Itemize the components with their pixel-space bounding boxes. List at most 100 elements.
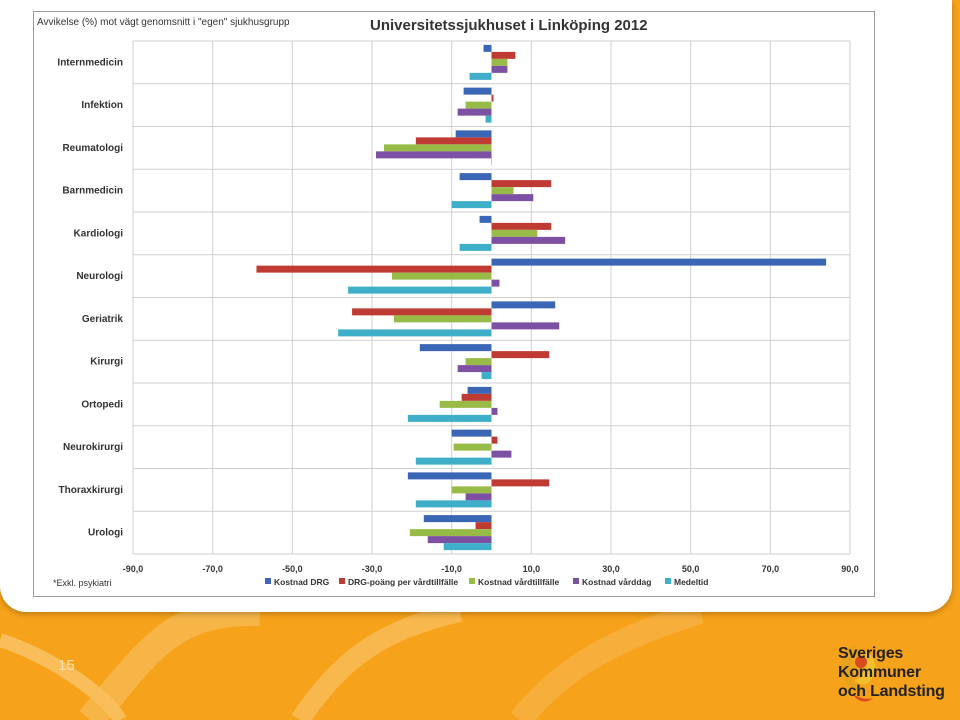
- logo-line-2: Kommuner: [838, 664, 921, 681]
- bar: [491, 450, 512, 458]
- category-label: Neurokirurgi: [63, 442, 123, 453]
- bar: [491, 222, 552, 230]
- category-label: Barnmedicin: [62, 186, 123, 197]
- bar: [338, 329, 492, 337]
- bar: [461, 393, 492, 401]
- category-label: Urologi: [88, 528, 123, 539]
- bar: [443, 543, 492, 551]
- x-tick-label: -10,0: [441, 564, 462, 574]
- category-label: Thoraxkirurgi: [59, 485, 124, 496]
- bar: [463, 87, 492, 95]
- bar: [457, 108, 492, 116]
- bar: [469, 72, 492, 80]
- bar: [491, 194, 534, 202]
- organization-logo-text: Sveriges Kommuner och Landsting: [838, 644, 945, 701]
- bar: [475, 522, 492, 530]
- chart-ylabel: Avvikelse (%) mot vägt genomsnitt i "ege…: [37, 17, 290, 28]
- legend-swatch: [339, 578, 345, 584]
- legend-label: DRG-poäng per vårdtillfälle: [348, 577, 458, 587]
- x-tick-label: -70,0: [202, 564, 223, 574]
- bar: [457, 365, 492, 373]
- legend-swatch: [265, 578, 271, 584]
- bar: [491, 436, 498, 444]
- bar: [491, 65, 508, 73]
- bar: [415, 500, 492, 508]
- bar: [491, 322, 560, 330]
- legend-swatch: [573, 578, 579, 584]
- legend-swatch: [469, 578, 475, 584]
- bar: [491, 229, 538, 237]
- x-tick-label: 10,0: [523, 564, 541, 574]
- category-label: Kardiologi: [74, 228, 124, 239]
- bar: [409, 529, 492, 537]
- page-number: 15: [58, 657, 75, 674]
- skl-logo-icon: [840, 644, 876, 702]
- legend-label: Kostnad vårddag: [582, 577, 651, 587]
- bar: [453, 443, 492, 451]
- bar: [415, 137, 492, 145]
- x-tick-label: -50,0: [282, 564, 303, 574]
- bar: [407, 472, 492, 480]
- bar: [391, 272, 492, 280]
- legend-label: Medeltid: [674, 577, 708, 587]
- chart-footnote: *Exkl. psykiatri: [53, 578, 112, 588]
- chart-frame: [33, 11, 875, 597]
- bar: [393, 315, 492, 323]
- bar: [483, 44, 492, 52]
- bar: [465, 101, 492, 109]
- bar: [479, 215, 492, 223]
- bar: [419, 344, 492, 352]
- category-label: Geriatrik: [82, 314, 124, 325]
- x-tick-label: 90,0: [841, 564, 859, 574]
- bar: [465, 358, 492, 366]
- bar: [467, 386, 492, 394]
- bar: [348, 286, 492, 294]
- category-label: Neurologi: [76, 271, 123, 282]
- bar-chart: Universitetssjukhuset i Linköping 2012 Av…: [37, 17, 859, 588]
- bar: [485, 115, 492, 123]
- bar: [491, 258, 827, 266]
- bar: [375, 151, 492, 159]
- logo-line-1: Sveriges: [838, 645, 904, 662]
- category-label: Internmedicin: [57, 57, 123, 68]
- logo-line-3: och Landsting: [838, 683, 945, 700]
- bar: [451, 486, 492, 494]
- category-label: Kirurgi: [90, 357, 123, 368]
- category-label: Infektion: [81, 100, 123, 111]
- category-label: Ortopedi: [81, 399, 123, 410]
- chart-title: Universitetssjukhuset i Linköping 2012: [370, 17, 648, 34]
- bar: [491, 407, 498, 415]
- legend-label: Kostnad DRG: [274, 577, 330, 587]
- bar: [455, 130, 492, 138]
- bar: [451, 201, 492, 209]
- bar: [459, 243, 492, 251]
- x-tick-label: -90,0: [123, 564, 144, 574]
- bar: [491, 279, 500, 287]
- bar: [415, 457, 492, 465]
- x-tick-label: 70,0: [762, 564, 780, 574]
- bar: [491, 158, 492, 166]
- bar: [352, 308, 492, 316]
- bar: [481, 372, 492, 380]
- x-tick-label: 30,0: [602, 564, 620, 574]
- x-tick-label: 50,0: [682, 564, 700, 574]
- bar: [256, 265, 492, 273]
- bar: [439, 400, 492, 408]
- bar: [383, 144, 492, 152]
- bar: [407, 414, 492, 422]
- legend-label: Kostnad vårdtillfälle: [478, 577, 560, 587]
- bar: [491, 180, 552, 188]
- bar: [491, 236, 566, 244]
- bar: [427, 536, 492, 544]
- bar: [491, 301, 556, 309]
- bar: [491, 187, 514, 195]
- bar: [491, 94, 494, 102]
- category-label: Reumatologi: [62, 143, 123, 154]
- bar: [491, 51, 516, 59]
- bar: [459, 173, 492, 181]
- x-tick-label: -30,0: [362, 564, 383, 574]
- bar: [491, 479, 550, 487]
- bar: [491, 58, 508, 66]
- bar: [451, 429, 492, 437]
